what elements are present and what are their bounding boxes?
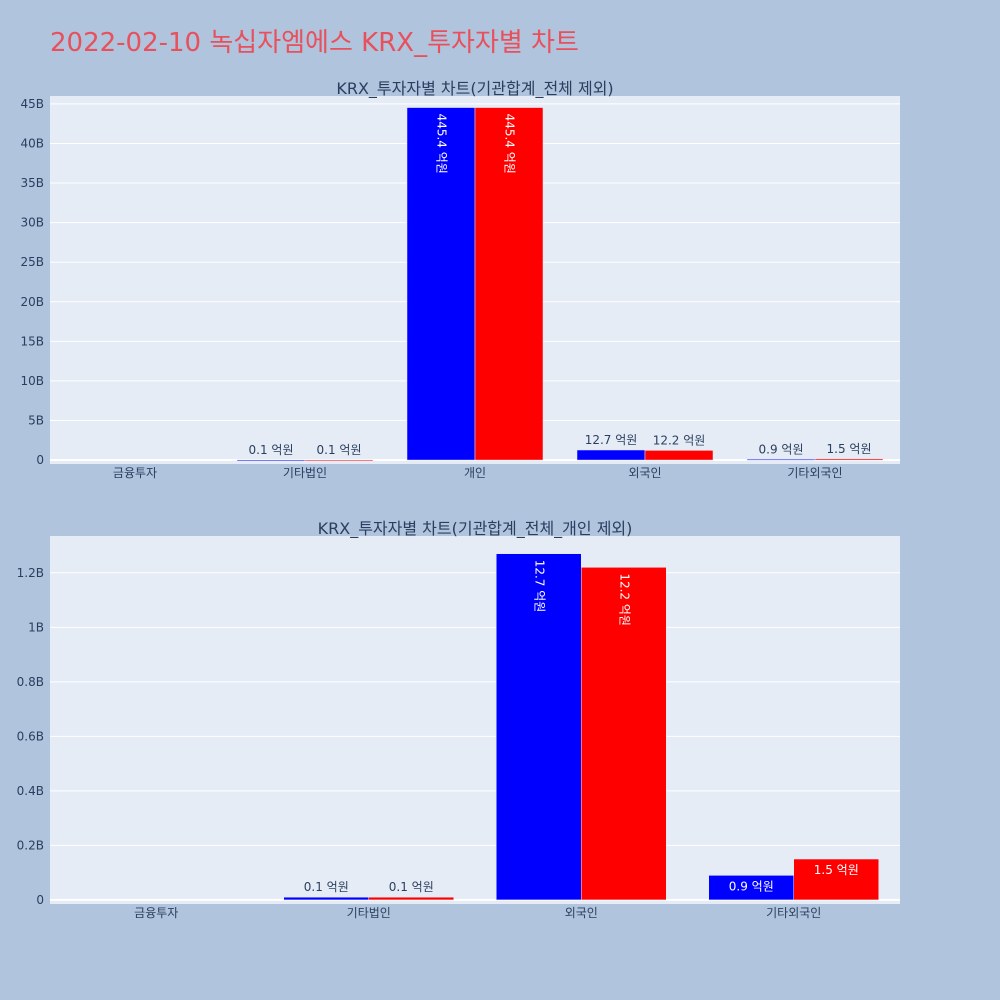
y-tick-label: 0	[36, 453, 44, 467]
x-tick-label: 금융투자	[134, 906, 178, 920]
bar-red-5	[814, 458, 884, 461]
y-tick-label: 1B	[28, 620, 44, 634]
y-tick-label: 0	[36, 893, 44, 907]
bar-red-3	[474, 107, 544, 461]
chart-title: KRX_투자자별 차트(기관합계_전체 제외)	[336, 79, 613, 99]
y-tick-label: 5B	[28, 413, 44, 427]
bar-value-label: 0.1 억원	[389, 880, 434, 894]
y-tick-label: 45B	[20, 97, 44, 111]
bar-blue-2	[236, 459, 306, 462]
y-tick-label: 25B	[20, 255, 44, 269]
bar-blue-3	[496, 553, 582, 901]
y-tick-label: 20B	[20, 295, 44, 309]
bar-red-2	[304, 459, 374, 462]
y-tick-label: 0.6B	[17, 729, 44, 743]
x-tick-label: 기타외국인	[766, 906, 821, 920]
chart-panel-1: 0 5B 10B 15B 20B 25B 30B 35B 40B 45B KRX_투자자별 차트(기…	[20, 79, 900, 480]
bar-value-label: 0.9 억원	[759, 442, 804, 456]
bar-blue-4	[708, 875, 794, 901]
y-tick-label: 40B	[20, 136, 44, 150]
x-tick-label: 기타법인	[347, 906, 391, 920]
x-tick-label: 기타외국인	[787, 466, 842, 480]
y-tick-label: 0.4B	[17, 784, 44, 798]
x-tick-label: 외국인	[565, 906, 598, 920]
bar-value-label: 12.2 억원	[617, 573, 631, 626]
bar-value-label: 12.2 억원	[653, 433, 706, 447]
y-tick-label: 0.8B	[17, 675, 44, 689]
x-tick-label: 개인	[464, 466, 486, 480]
y-tick-label: 30B	[20, 216, 44, 230]
x-tick-label: 금융투자	[113, 466, 157, 480]
x-tick-label: 외국인	[628, 466, 661, 480]
bar-red-2	[368, 896, 454, 901]
y-tick-label: 1.2B	[17, 566, 44, 580]
bar-value-label: 12.7 억원	[585, 433, 638, 447]
bar-value-label: 445.4 억원	[435, 114, 449, 174]
bar-blue-3	[406, 107, 476, 461]
bar-value-label: 12.7 억원	[532, 560, 546, 613]
bar-blue-4	[576, 449, 646, 461]
chart-panel-2: 0 0.2B 0.4B 0.6B 0.8B 1B 1.2B KRX_투자자별 차트(기관합계_…	[17, 519, 900, 920]
bar-blue-5	[746, 459, 816, 461]
bar-value-label: 1.5 억원	[814, 863, 859, 877]
y-tick-label: 0.2B	[17, 838, 44, 852]
bar-value-label: 0.9 억원	[729, 879, 774, 893]
bar-blue-2	[283, 896, 369, 901]
bar-value-label: 1.5 억원	[827, 442, 872, 456]
chart-title: KRX_투자자별 차트(기관합계_전체_개인 제외)	[318, 519, 633, 539]
y-tick-label: 15B	[20, 334, 44, 348]
bar-value-label: 445.4 억원	[503, 114, 517, 174]
y-tick-label: 35B	[20, 176, 44, 190]
plot-area	[50, 536, 900, 904]
figure-title: 2022-02-10 녹십자엠에스 KRX_투자자별 차트	[50, 28, 579, 58]
bar-value-label: 0.1 억원	[249, 443, 294, 457]
bar-red-4	[793, 858, 879, 901]
bar-red-3	[581, 567, 667, 901]
bar-value-label: 0.1 억원	[317, 443, 362, 457]
bar-value-label: 0.1 억원	[304, 880, 349, 894]
y-tick-label: 10B	[20, 374, 44, 388]
bar-red-4	[644, 450, 714, 461]
x-tick-label: 기타법인	[283, 466, 327, 480]
